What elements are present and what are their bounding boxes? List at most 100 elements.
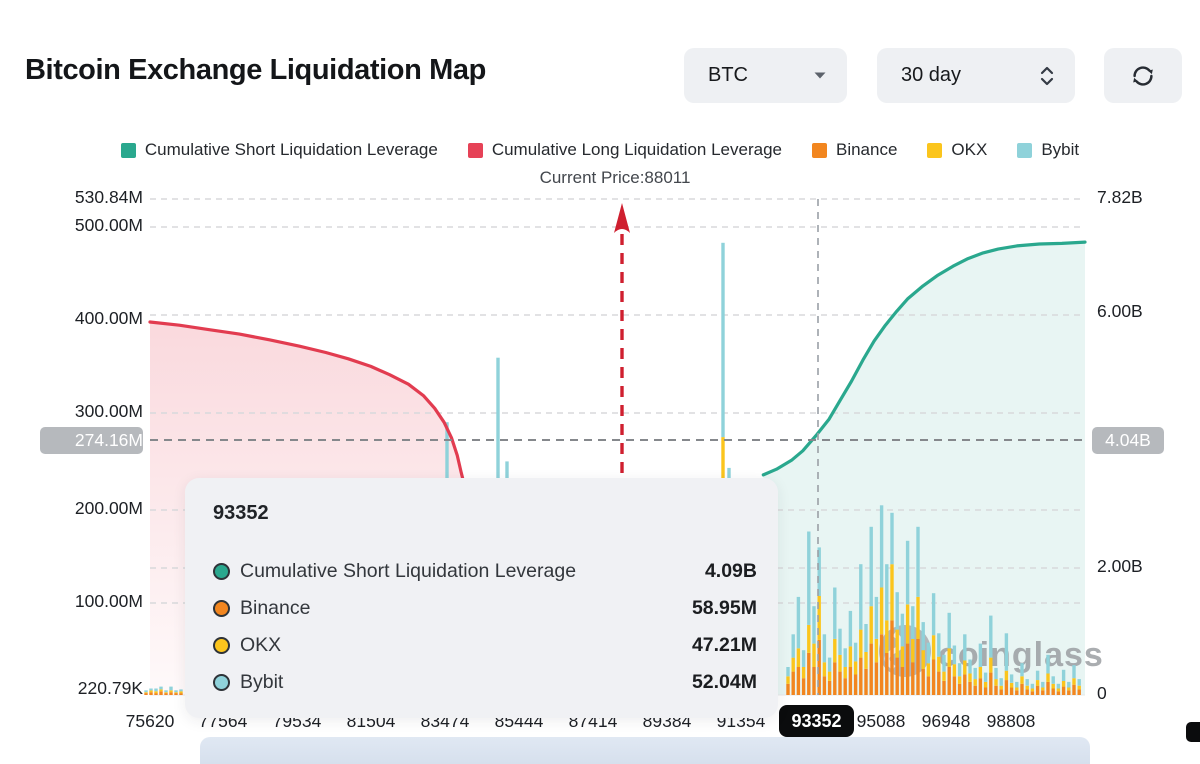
okx-bar bbox=[843, 667, 847, 679]
bybit-bar bbox=[885, 564, 889, 621]
bybit-bar bbox=[1020, 663, 1024, 677]
refresh-button[interactable] bbox=[1104, 48, 1182, 103]
okx-bar bbox=[952, 664, 957, 677]
binance-bar bbox=[1035, 685, 1040, 695]
binance-bar bbox=[874, 662, 879, 695]
bybit-bar bbox=[900, 613, 905, 647]
tooltip-series-marker bbox=[213, 637, 230, 654]
binance-bar bbox=[801, 678, 806, 695]
tooltip-series-value: 58.95M bbox=[691, 597, 757, 619]
okx-bar bbox=[848, 646, 853, 667]
bybit-bar bbox=[817, 547, 821, 596]
tooltip-series-value: 52.04M bbox=[691, 671, 757, 693]
bybit-bar bbox=[786, 667, 790, 677]
bybit-bar bbox=[890, 512, 894, 565]
binance-bar bbox=[947, 667, 951, 695]
okx-bar bbox=[169, 690, 173, 693]
okx-bar bbox=[812, 643, 816, 667]
legend-swatch bbox=[1017, 142, 1033, 158]
legend-item-binance[interactable]: Binance bbox=[811, 140, 897, 160]
x-axis-tick: 96948 bbox=[921, 711, 971, 731]
tooltip-row: Binance 58.95M bbox=[213, 590, 757, 627]
right-axis-tick: 6.00B bbox=[1097, 301, 1143, 321]
bybit-bar bbox=[179, 689, 183, 692]
binance-bar bbox=[978, 678, 983, 695]
range-select[interactable]: 30 day bbox=[877, 48, 1075, 103]
okx-bar bbox=[833, 638, 837, 663]
left-axis-tick: 100.00M bbox=[74, 591, 143, 611]
okx-bar bbox=[159, 689, 163, 692]
binance-bar bbox=[942, 681, 946, 695]
binance-bar bbox=[937, 671, 941, 695]
binance-bar bbox=[905, 643, 910, 695]
legend-item-cumulative-long-liquidation-leverage[interactable]: Cumulative Long Liquidation Leverage bbox=[467, 140, 782, 160]
binance-bar bbox=[968, 681, 972, 695]
binance-bar bbox=[154, 693, 158, 695]
binance-bar bbox=[169, 692, 173, 695]
bybit-bar bbox=[843, 648, 847, 667]
legend-item-cumulative-short-liquidation-leverage[interactable]: Cumulative Short Liquidation Leverage bbox=[120, 140, 438, 160]
okx-bar bbox=[1025, 685, 1029, 690]
bybit-bar bbox=[848, 610, 853, 647]
okx-bar bbox=[957, 676, 962, 684]
binance-bar bbox=[822, 676, 827, 695]
legend-swatch bbox=[927, 142, 943, 158]
bybit-bar bbox=[957, 663, 962, 677]
bybit-bar bbox=[921, 622, 925, 651]
okx-bar bbox=[963, 660, 967, 675]
okx-bar bbox=[931, 635, 936, 660]
binance-bar bbox=[999, 689, 1003, 695]
bybit-bar bbox=[1051, 676, 1055, 684]
binance-bar bbox=[963, 674, 967, 695]
okx-bar bbox=[1009, 682, 1014, 688]
bybit-bar bbox=[1046, 654, 1050, 674]
binance-bar bbox=[1015, 690, 1019, 695]
binance-bar bbox=[1077, 689, 1081, 695]
bybit-bar bbox=[864, 624, 868, 652]
tooltip-series-value: 47.21M bbox=[691, 634, 757, 656]
bybit-bar bbox=[869, 526, 873, 607]
okx-bar bbox=[822, 662, 827, 677]
okx-bar bbox=[916, 596, 920, 639]
bybit-bar bbox=[838, 628, 842, 655]
bybit-bar bbox=[963, 634, 967, 661]
bybit-bar bbox=[1015, 681, 1019, 688]
bybit-bar bbox=[911, 606, 915, 639]
bybit-bar bbox=[164, 690, 168, 693]
okx-bar bbox=[1051, 683, 1055, 689]
binance-bar bbox=[796, 667, 801, 695]
okx-bar bbox=[827, 671, 832, 681]
tooltip-series-label: Cumulative Short Liquidation Leverage bbox=[240, 560, 577, 582]
okx-bar bbox=[1015, 687, 1019, 691]
bybit-bar bbox=[874, 596, 879, 639]
tooltip-price-title: 93352 bbox=[213, 502, 269, 524]
okx-bar bbox=[911, 638, 915, 663]
binance-bar bbox=[174, 693, 178, 695]
binance-bar bbox=[164, 693, 168, 695]
legend-swatch bbox=[120, 142, 136, 158]
bybit-bar bbox=[1072, 665, 1076, 679]
legend-item-okx[interactable]: OKX bbox=[927, 140, 987, 160]
legend-item-bybit[interactable]: Bybit bbox=[1017, 140, 1079, 160]
symbol-select[interactable]: BTC bbox=[684, 48, 847, 103]
bybit-bar bbox=[952, 645, 957, 665]
binance-bar bbox=[1051, 688, 1055, 695]
page-title: Bitcoin Exchange Liquidation Map bbox=[25, 54, 486, 86]
bybit-bar bbox=[1067, 681, 1071, 688]
binance-bar bbox=[791, 671, 795, 695]
binance-bar bbox=[827, 681, 832, 695]
bybit-bar bbox=[159, 686, 163, 690]
binance-bar bbox=[1056, 691, 1061, 695]
bybit-bar bbox=[154, 688, 158, 692]
bybit-bar bbox=[853, 642, 858, 662]
tooltip-rows: Cumulative Short Liquidation Leverage 4.0… bbox=[213, 553, 757, 701]
current-price-arrowhead bbox=[614, 203, 630, 233]
bybit-bar bbox=[791, 634, 795, 658]
binance-bar bbox=[1004, 680, 1009, 695]
binance-bar bbox=[1030, 691, 1035, 695]
bybit-bar bbox=[174, 690, 178, 693]
legend-swatch bbox=[467, 142, 483, 158]
bybit-bar bbox=[879, 505, 884, 588]
binance-bar bbox=[838, 671, 842, 695]
okx-bar bbox=[1004, 670, 1009, 680]
